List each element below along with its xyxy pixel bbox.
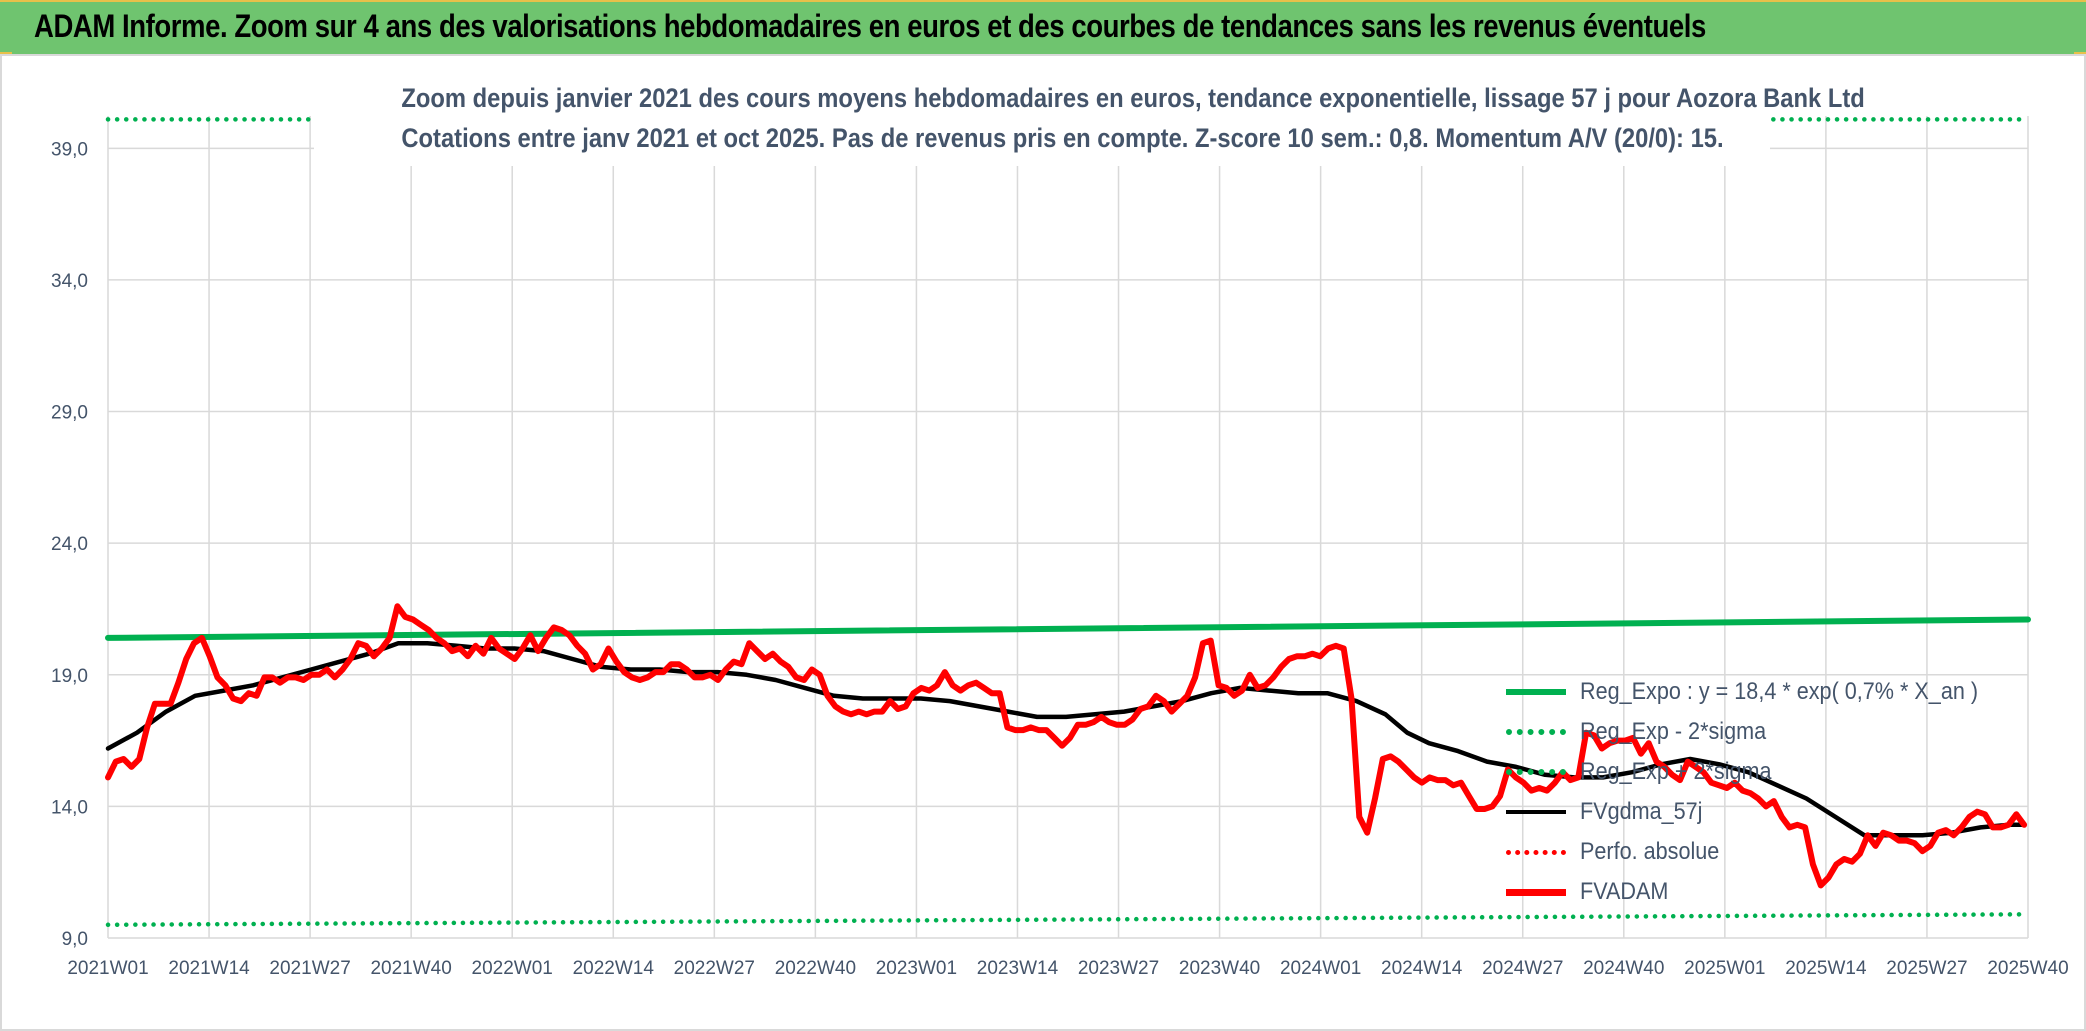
y-tick-label: 14,0 (51, 797, 88, 818)
y-tick-label: 39,0 (51, 139, 88, 160)
x-tick-label: 2021W14 (168, 958, 250, 979)
legend-label: Reg_Exp - 2*sigma (1580, 718, 1767, 745)
legend-label: Reg_Expo : y = 18,4 * exp( 0,7% * X_an ) (1580, 678, 1979, 705)
x-tick-label: 2025W14 (1785, 958, 1867, 979)
x-tick-label: 2025W27 (1886, 958, 1967, 979)
legend-item-perfo: Perfo. absolue (1506, 832, 2006, 872)
y-tick-label: 19,0 (51, 666, 88, 687)
x-tick-label: 2023W27 (1078, 958, 1159, 979)
x-tick-label: 2023W01 (876, 958, 957, 979)
legend-label: FVgdma_57j (1580, 798, 1703, 825)
y-tick-label: 29,0 (51, 403, 88, 424)
x-tick-label: 2024W27 (1482, 958, 1563, 979)
legend-swatch-reg-exp-plus (1506, 769, 1566, 775)
legend: Reg_Expo : y = 18,4 * exp( 0,7% * X_an )… (1506, 672, 2006, 912)
y-axis-ticks: 9,0 14,0 19,0 24,0 29,0 34,0 39,0 (51, 139, 88, 950)
legend-swatch-reg-exp-minus (1506, 729, 1566, 735)
series-fvadam (105, 603, 2028, 889)
legend-label: Reg_Exp + 2*sigma (1580, 758, 1772, 785)
legend-item-fvgdma: FVgdma_57j (1506, 792, 2006, 832)
legend-label: FVADAM (1580, 878, 1669, 905)
x-tick-label: 2025W01 (1684, 958, 1765, 979)
series-reg-exp-minus-2sigma (105, 912, 2031, 928)
x-tick-label: 2024W14 (1381, 958, 1463, 979)
legend-item-reg-expo: Reg_Expo : y = 18,4 * exp( 0,7% * X_an ) (1506, 672, 2006, 712)
banner-title: ADAM Informe. Zoom sur 4 ans des valoris… (34, 8, 1706, 44)
y-tick-label: 9,0 (62, 929, 88, 950)
y-tick-label: 34,0 (51, 271, 88, 292)
chart-frame (0, 54, 2086, 1031)
x-tick-label: 2023W14 (977, 958, 1059, 979)
x-tick-label: 2021W01 (67, 958, 148, 979)
x-tick-label: 2023W40 (1179, 958, 1260, 979)
y-tick-label: 24,0 (51, 534, 88, 555)
chart-subtitle: Zoom depuis janvier 2021 des cours moyen… (314, 78, 1865, 166)
series-fvgdma-57j (105, 640, 2027, 838)
x-tick-label: 2022W14 (573, 958, 655, 979)
legend-label: Perfo. absolue (1580, 838, 1720, 865)
x-tick-label: 2022W40 (775, 958, 856, 979)
grid (107, 116, 2029, 939)
x-tick-label: 2021W27 (269, 958, 350, 979)
x-axis-ticks: 2021W01 2021W14 2021W27 2021W40 2022W01 2022W… (67, 958, 2068, 979)
legend-swatch-perfo (1506, 849, 1566, 855)
x-tick-label: 2024W40 (1583, 958, 1664, 979)
legend-swatch-reg-expo (1506, 689, 1566, 695)
x-tick-label: 2024W01 (1280, 958, 1361, 979)
legend-swatch-fvgdma (1506, 810, 1566, 814)
legend-item-reg-exp-minus: Reg_Exp - 2*sigma (1506, 712, 2006, 752)
legend-swatch-fvadam (1506, 888, 1566, 896)
x-tick-label: 2021W40 (370, 958, 451, 979)
legend-item-fvadam: FVADAM (1506, 872, 2006, 912)
title-banner: ADAM Informe. Zoom sur 4 ans des valoris… (0, 0, 2086, 54)
x-tick-label: 2025W40 (1987, 958, 2068, 979)
chart-title-line2: Cotations entre janv 2021 et oct 2025. P… (401, 123, 1724, 153)
series-reg-expo (105, 616, 2031, 641)
x-tick-label: 2022W01 (472, 958, 553, 979)
legend-item-reg-exp-plus: Reg_Exp + 2*sigma (1506, 752, 2006, 792)
x-tick-label: 2022W27 (674, 958, 755, 979)
chart-title-line1: Zoom depuis janvier 2021 des cours moyen… (401, 83, 1865, 113)
